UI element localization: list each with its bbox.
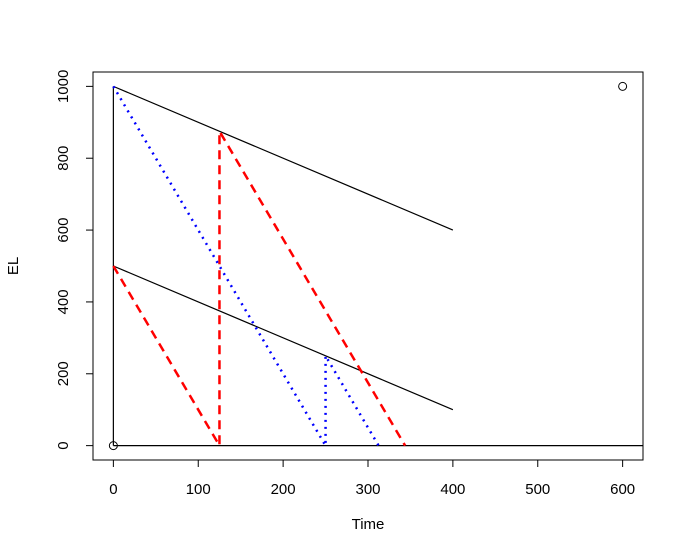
y-axis-label: EL (5, 257, 22, 275)
plot-box (92, 71, 644, 461)
x-tick-label: 600 (610, 481, 635, 498)
y-tick-label: 0 (55, 441, 72, 449)
x-tick-label: 0 (109, 481, 117, 498)
y-tick-label: 1000 (55, 70, 72, 103)
data-line (112, 126, 407, 451)
x-tick-label: 300 (355, 481, 380, 498)
y-tick-label: 600 (55, 218, 72, 243)
y-tick-label: 400 (55, 289, 72, 314)
data-line (112, 85, 643, 447)
point (618, 81, 628, 91)
data-line (112, 85, 380, 451)
x-tick-label: 400 (440, 481, 465, 498)
x-tick-label: 500 (525, 481, 550, 498)
x-tick-label: 100 (186, 481, 211, 498)
y-tick-label: 800 (55, 146, 72, 171)
x-axis-label: Time (352, 516, 385, 533)
y-tick-label: 200 (55, 361, 72, 386)
point (108, 441, 118, 451)
x-tick-label: 200 (271, 481, 296, 498)
